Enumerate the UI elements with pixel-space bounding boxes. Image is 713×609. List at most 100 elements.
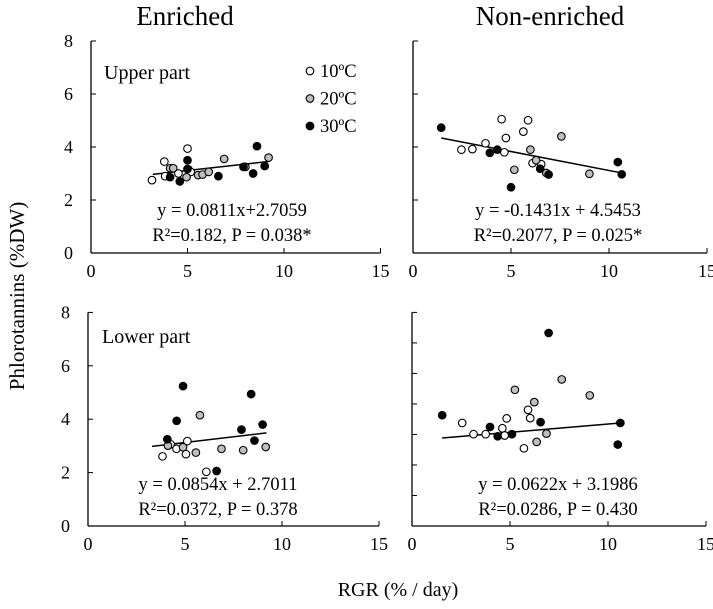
data-point-20C	[526, 145, 535, 154]
data-point-10C	[502, 414, 512, 423]
data-point-10C	[159, 157, 169, 166]
y-tick-label: 8	[64, 31, 73, 51]
x-tick-label: 0	[409, 261, 418, 281]
data-point-10C	[468, 144, 477, 154]
legend-marker	[305, 66, 315, 76]
legend-label: 30ºC	[320, 117, 357, 137]
column-title-enriched: Enriched	[136, 1, 234, 31]
regression-equation: y = 0.0622x + 3.1986	[478, 475, 638, 495]
data-point-10C	[498, 423, 507, 433]
data-point-30C	[183, 155, 192, 165]
legend: 10ºC 20ºC 30ºC	[305, 62, 357, 137]
x-tick-label: 10	[599, 534, 617, 554]
data-point-30C	[617, 169, 627, 179]
data-point-30C	[615, 418, 625, 428]
data-point-10C	[182, 436, 192, 446]
data-point-20C	[182, 172, 191, 182]
data-point-20C	[178, 442, 188, 452]
data-point-30C	[250, 436, 259, 445]
column-title-non-enriched: Non-enriched	[476, 1, 625, 31]
data-point-10C	[457, 145, 466, 154]
data-point-10C	[183, 144, 192, 153]
data-point-30C	[260, 161, 270, 171]
x-tick-label: 10	[275, 261, 293, 281]
data-point-20C	[509, 165, 519, 175]
data-point-20C	[238, 445, 248, 455]
data-point-30C	[506, 182, 516, 192]
data-point-20C	[204, 167, 214, 177]
data-point-10C	[518, 127, 528, 136]
regression-line	[441, 137, 622, 174]
data-point-10C	[525, 413, 535, 423]
regression-stats: R²=0.0286, P = 0.430	[478, 500, 637, 520]
row-label: Lower part	[102, 326, 191, 348]
regression-equation: y = 0.0811x+2.7059	[157, 201, 307, 221]
y-tick-label: 6	[61, 356, 70, 376]
x-tick-label: 15	[372, 261, 390, 281]
data-point-30C	[613, 157, 623, 167]
data-point-30C	[172, 416, 182, 426]
data-point-20C	[542, 429, 551, 438]
x-tick-label: 15	[698, 261, 713, 281]
data-point-10C	[519, 443, 529, 453]
x-tick-label: 15	[697, 534, 713, 554]
data-point-10C	[523, 115, 533, 125]
y-tick-label: 4	[64, 137, 73, 157]
data-point-10C	[523, 405, 533, 415]
y-tick-label: 6	[64, 84, 73, 104]
legend-marker	[305, 94, 315, 103]
data-point-30C	[536, 417, 545, 427]
data-point-20C	[264, 153, 273, 162]
x-tick-label: 15	[370, 534, 388, 554]
y-tick-label: 4	[61, 409, 70, 429]
data-point-20C	[219, 154, 229, 164]
panel-lower-enriched: 0 2 4 6 8 0 5 10 15 Lower part y = 0.0854x + 2.701…	[61, 302, 388, 554]
data-point-30C	[492, 145, 502, 154]
data-point-10C	[158, 451, 167, 461]
data-point-20C	[168, 163, 178, 173]
data-point-30C	[248, 169, 258, 178]
panel-lower-nonenriched: 0 5 10 15 y = 0.0622x + 3.1986 R²=0.0286, P =…	[408, 311, 713, 554]
y-axis-label: Phlorotannins (%DW)	[5, 202, 29, 390]
data-point-10C	[174, 169, 183, 178]
x-tick-label: 5	[183, 261, 192, 281]
y-tick-label: 2	[61, 463, 70, 483]
data-point-20C	[557, 132, 566, 141]
x-tick-label: 10	[273, 534, 291, 554]
x-tick-label: 0	[408, 534, 417, 554]
row-label: Upper part	[104, 62, 191, 84]
data-point-10C	[201, 467, 211, 477]
data-point-30C	[485, 422, 495, 432]
x-tick-label: 5	[506, 534, 515, 554]
data-point-30C	[162, 434, 172, 444]
data-point-30C	[436, 123, 446, 133]
x-tick-label: 5	[507, 261, 516, 281]
data-point-30C	[437, 410, 447, 420]
data-point-10C	[497, 114, 506, 124]
data-point-30C	[237, 425, 246, 434]
legend-label: 20ºC	[320, 90, 357, 110]
data-point-30C	[507, 429, 517, 439]
data-point-30C	[485, 148, 495, 158]
data-point-10C	[500, 431, 510, 440]
regression-stats: R²=0.0372, P = 0.378	[138, 500, 297, 520]
data-point-20C	[585, 391, 595, 400]
data-point-30C	[252, 141, 262, 151]
x-tick-label: 5	[181, 534, 190, 554]
data-point-30C	[544, 170, 553, 179]
data-point-30C	[493, 431, 503, 441]
data-point-30C	[183, 164, 192, 174]
data-point-20C	[532, 437, 542, 447]
data-point-10C	[501, 133, 511, 143]
data-point-20C	[191, 448, 201, 457]
legend-label: 10ºC	[320, 62, 357, 82]
data-point-20C	[261, 442, 271, 452]
data-point-20C	[585, 169, 594, 179]
data-point-20C	[529, 397, 539, 407]
data-point-30C	[214, 171, 223, 181]
data-point-30C	[165, 172, 175, 182]
data-point-10C	[147, 175, 157, 185]
data-point-30C	[178, 381, 188, 391]
data-point-30C	[258, 420, 267, 429]
data-point-30C	[175, 177, 185, 186]
